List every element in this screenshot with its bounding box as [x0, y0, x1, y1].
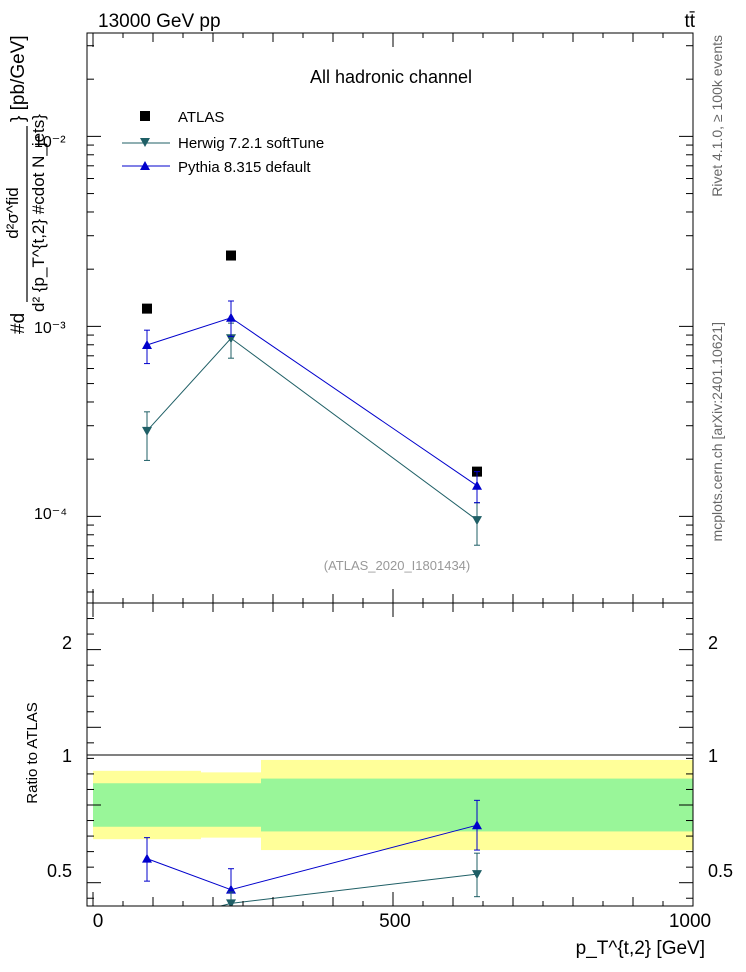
rivet-label: Rivet 4.1.0, ≥ 100k events [709, 35, 725, 197]
xtick-label-500: 500 [379, 911, 411, 932]
herwig-point [142, 426, 152, 436]
xtick-label-1000: 1000 [669, 911, 711, 932]
source-label: mcplots.cern.ch [arXiv:2401.10621] [709, 322, 725, 541]
legend: ATLAS Herwig 7.2.1 softTune Pythia 8.315… [122, 109, 324, 176]
y-axis-title: #d d²σ^fid d² {p_T^{t,2} #cdot N_jets} }… [3, 35, 48, 334]
x-axis-title: p_T^{t,2} [GeV] [576, 938, 705, 959]
ratio-herwig-point [472, 870, 482, 880]
ratio-pythia-point [142, 853, 152, 863]
y-title-pre: #d [8, 313, 29, 334]
herwig-line [146, 337, 478, 521]
pythia-point [472, 480, 482, 490]
pythia-line [146, 317, 478, 487]
legend-label-pythia: Pythia 8.315 default [178, 159, 311, 176]
main-series [142, 250, 482, 546]
ratio-herwig-point [226, 899, 236, 906]
y-title-numerator: d²σ^fid [3, 187, 22, 239]
ratio-pythia-point [472, 820, 482, 830]
legend-marker-pythia [140, 161, 150, 170]
legend-label-herwig: Herwig 7.2.1 softTune [178, 135, 324, 152]
legend-marker-atlas [140, 111, 150, 121]
main-panel: All hadronic channel (ATLAS_2020_I180143… [3, 32, 694, 604]
ratio-band-inner [93, 783, 201, 827]
ratio-series-group [142, 799, 482, 930]
ratio-bands [93, 759, 693, 851]
legend-marker-herwig [140, 138, 150, 147]
ratio-ytick-2-right: 2 [708, 633, 718, 653]
ratio-pythia-point [226, 884, 236, 894]
ratio-ytick-1-left: 1 [62, 746, 72, 766]
ratio-herwig-line [218, 873, 478, 906]
analysis-annotation: (ATLAS_2020_I1801434) [324, 558, 470, 573]
energy-label: 13000 GeV pp [98, 11, 221, 32]
ratio-ytick-05-right: 0.5 [708, 861, 733, 881]
ytick-label-1e-3: 10⁻³ [34, 320, 66, 337]
pythia-point [226, 312, 236, 322]
ratio-ticks [87, 602, 694, 906]
process-label: tt̄ [684, 11, 695, 32]
y-title-unit: } [pb/GeV] [8, 35, 29, 122]
ytick-label-1e-4: 10⁻⁴ [34, 506, 67, 523]
chart-title: All hadronic channel [310, 67, 472, 87]
ratio-ytick-2-left: 2 [62, 633, 72, 653]
ratio-axis-title: Ratio to ATLAS [24, 702, 41, 803]
pythia-point [142, 339, 152, 349]
ratio-panel: 2 1 0.5 2 1 0.5 Ratio to ATLAS 0 500 100… [24, 602, 733, 959]
ytick-label-1e-2: 10⁻² [34, 134, 66, 151]
xtick-label-0: 0 [93, 911, 104, 932]
ratio-ytick-1-right: 1 [708, 746, 718, 766]
atlas-point [142, 303, 152, 314]
y-title-denominator: d² {p_T^{t,2} #cdot N_jets} [29, 114, 48, 312]
ratio-herwig-point [142, 921, 152, 930]
atlas-point [226, 250, 236, 261]
ratio-ytick-05-left: 0.5 [47, 861, 72, 881]
ratio-series [142, 799, 482, 930]
herwig-point [472, 516, 482, 526]
ratio-band-inner [201, 783, 261, 827]
ratio-frame [86, 602, 694, 907]
legend-label-atlas: ATLAS [178, 109, 224, 126]
